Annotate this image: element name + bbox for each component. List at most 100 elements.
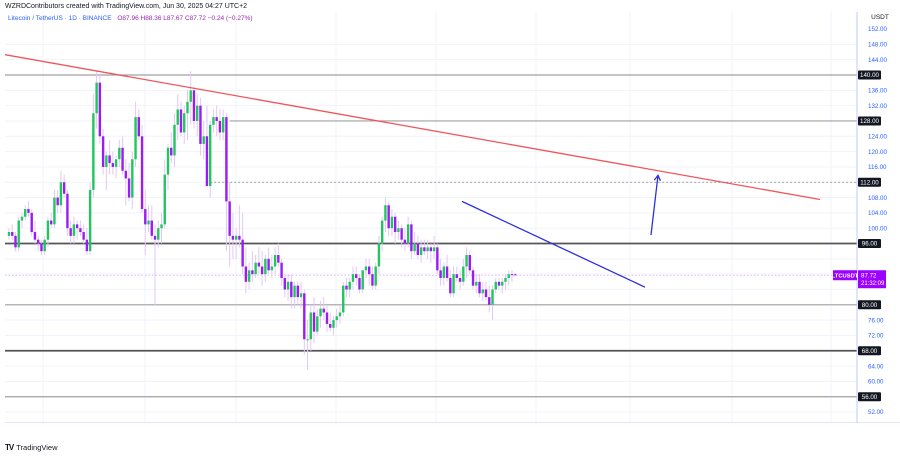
candle xyxy=(59,182,63,206)
symbol-title[interactable]: Litecoin / TetherUS · 1D · BINANCE xyxy=(8,15,112,22)
price-tick: 120.00 xyxy=(868,149,887,156)
price-tick: 116.00 xyxy=(868,164,887,171)
price-axis[interactable]: 52.00 60.00 64.00 72.00 76.00 100.00 104.00 108… xyxy=(832,12,900,423)
candle xyxy=(95,82,98,114)
candle xyxy=(166,147,170,175)
candle xyxy=(170,147,173,156)
candle xyxy=(348,281,351,290)
candle xyxy=(153,235,157,240)
candle xyxy=(290,281,293,298)
candle xyxy=(449,277,452,294)
candle xyxy=(380,220,384,244)
candle xyxy=(507,274,510,278)
candle xyxy=(267,258,270,271)
price-tick: 72.00 xyxy=(868,333,884,340)
brand-name: TradingView xyxy=(16,443,58,452)
price-tick: 148.00 xyxy=(868,42,887,49)
price-tick: 52.00 xyxy=(868,409,884,416)
candle xyxy=(514,274,517,276)
candle xyxy=(33,232,37,240)
candle xyxy=(494,281,497,290)
candle xyxy=(260,266,264,275)
candle xyxy=(108,155,111,164)
candle xyxy=(241,239,244,267)
candle xyxy=(72,224,76,236)
candle xyxy=(150,220,153,236)
level-price-label: 140.00 xyxy=(860,72,879,79)
candle xyxy=(484,289,488,298)
candle xyxy=(471,270,475,286)
candle xyxy=(361,270,364,290)
candle xyxy=(445,266,449,278)
candle xyxy=(387,205,390,229)
candle xyxy=(11,232,14,236)
candle xyxy=(277,255,280,263)
candle xyxy=(488,297,491,305)
candle xyxy=(338,312,342,317)
candle xyxy=(7,232,11,236)
candle xyxy=(452,274,455,294)
candle xyxy=(199,105,202,144)
candle xyxy=(283,277,287,290)
level-price-label: 80.00 xyxy=(862,302,878,309)
candle xyxy=(299,293,303,298)
candle xyxy=(121,147,124,171)
current-price-label: 87.72 xyxy=(861,273,877,280)
candle xyxy=(140,136,144,210)
candle xyxy=(101,136,105,167)
symbol-legend[interactable]: Litecoin / TetherUS · 1D · BINANCE O87.9… xyxy=(8,15,253,22)
candle xyxy=(225,117,228,202)
candle xyxy=(118,147,121,160)
price-tick: 100.00 xyxy=(868,225,887,232)
candle xyxy=(497,281,501,286)
candlesticks[interactable] xyxy=(7,71,517,370)
chart-pane[interactable]: 52.00 60.00 64.00 72.00 76.00 100.00 104.00 108… xyxy=(5,12,900,423)
ohlc-values: O87.96 H88.36 L87.67 C87.72 −0.24 (−0.27… xyxy=(117,15,253,22)
candle xyxy=(439,270,442,278)
price-chart[interactable]: 52.00 60.00 64.00 72.00 76.00 100.00 104.00 108… xyxy=(5,12,900,423)
bar-countdown: 21:32:09 xyxy=(861,281,885,287)
candle xyxy=(27,209,30,213)
candle xyxy=(273,255,277,267)
candle xyxy=(202,136,205,144)
candle xyxy=(192,90,196,121)
level-price-label: 128.00 xyxy=(860,118,879,125)
candle xyxy=(442,266,446,278)
grid xyxy=(5,12,857,423)
candle xyxy=(127,178,131,198)
candle xyxy=(92,113,95,190)
candle xyxy=(377,243,381,267)
candle xyxy=(325,312,329,324)
candle xyxy=(423,247,426,252)
price-tick: 108.00 xyxy=(868,195,887,202)
candle xyxy=(134,117,137,160)
candle xyxy=(183,113,186,133)
price-tick: 64.00 xyxy=(868,363,884,370)
candle xyxy=(163,174,166,225)
candle xyxy=(238,235,241,240)
footer-brand[interactable]: TV TradingView xyxy=(5,443,58,452)
candle xyxy=(355,274,358,278)
candle xyxy=(98,82,102,137)
candle xyxy=(371,274,374,286)
candle xyxy=(393,216,397,233)
candle xyxy=(419,247,423,256)
candle xyxy=(215,117,218,121)
candle xyxy=(491,289,494,305)
target-arrow[interactable] xyxy=(650,174,662,236)
candle xyxy=(56,197,59,206)
candle xyxy=(264,258,267,275)
candle xyxy=(205,136,209,187)
candle xyxy=(66,193,69,229)
candle xyxy=(329,323,332,328)
tradingview-logo-icon: TV xyxy=(5,443,14,452)
candle xyxy=(286,281,290,290)
candle xyxy=(358,277,361,290)
horizontal-levels[interactable] xyxy=(5,74,857,398)
candle xyxy=(69,228,72,236)
candle xyxy=(46,220,50,240)
candle xyxy=(384,205,387,221)
resistance-trendline[interactable] xyxy=(5,54,821,201)
candle xyxy=(351,274,355,282)
channel-trendline[interactable] xyxy=(461,200,646,288)
